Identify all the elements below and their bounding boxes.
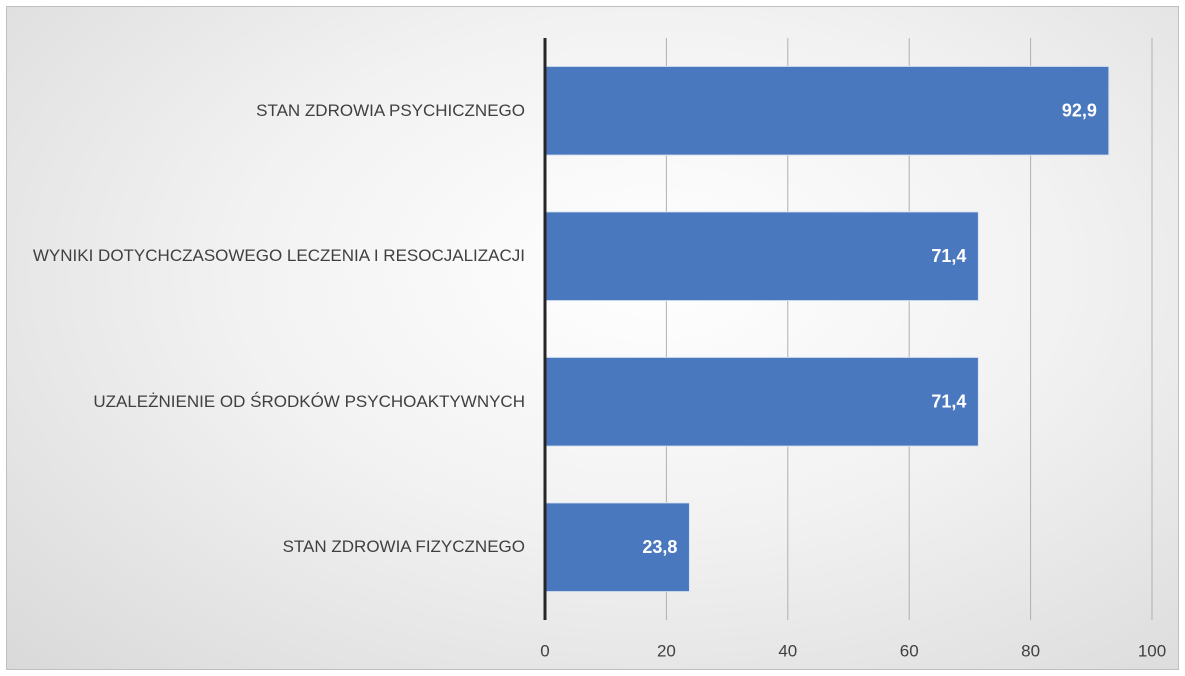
- x-tick-label: 20: [657, 641, 676, 660]
- y-tick-label: WYNIKI DOTYCHCZASOWEGO LECZENIA I RESOCJ…: [32, 246, 525, 266]
- y-tick-label: STAN ZDROWIA PSYCHICZNEGO: [256, 100, 525, 120]
- x-tick-label: 0: [540, 641, 549, 660]
- data-label: 71,4: [931, 392, 966, 412]
- y-tick-label: STAN ZDROWIA FIZYCZNEGO: [282, 537, 525, 557]
- x-tick-label: 100: [1138, 641, 1166, 660]
- y-tick-label-box: STAN ZDROWIA FIZYCZNEGO: [5, 535, 525, 559]
- data-label: 92,9: [1062, 101, 1097, 121]
- data-label: 71,4: [931, 246, 966, 266]
- x-tick-label: 60: [900, 641, 919, 660]
- data-label: 23,8: [642, 537, 677, 557]
- y-tick-label-box: UZALEŻNIENIE OD ŚRODKÓW PSYCHOAKTYWNYCH: [5, 390, 525, 414]
- y-tick-label: UZALEŻNIENIE OD ŚRODKÓW PSYCHOAKTYWNYCH: [93, 391, 525, 411]
- bar: [544, 356, 979, 447]
- y-tick-label-box: WYNIKI DOTYCHCZASOWEGO LECZENIA I RESOCJ…: [5, 244, 525, 268]
- x-tick-label: 40: [778, 641, 797, 660]
- bar: [544, 211, 979, 302]
- y-tick-label-box: STAN ZDROWIA PSYCHICZNEGO: [5, 99, 525, 123]
- bar: [544, 502, 690, 593]
- bar: [544, 65, 1110, 156]
- x-tick-label: 80: [1021, 641, 1040, 660]
